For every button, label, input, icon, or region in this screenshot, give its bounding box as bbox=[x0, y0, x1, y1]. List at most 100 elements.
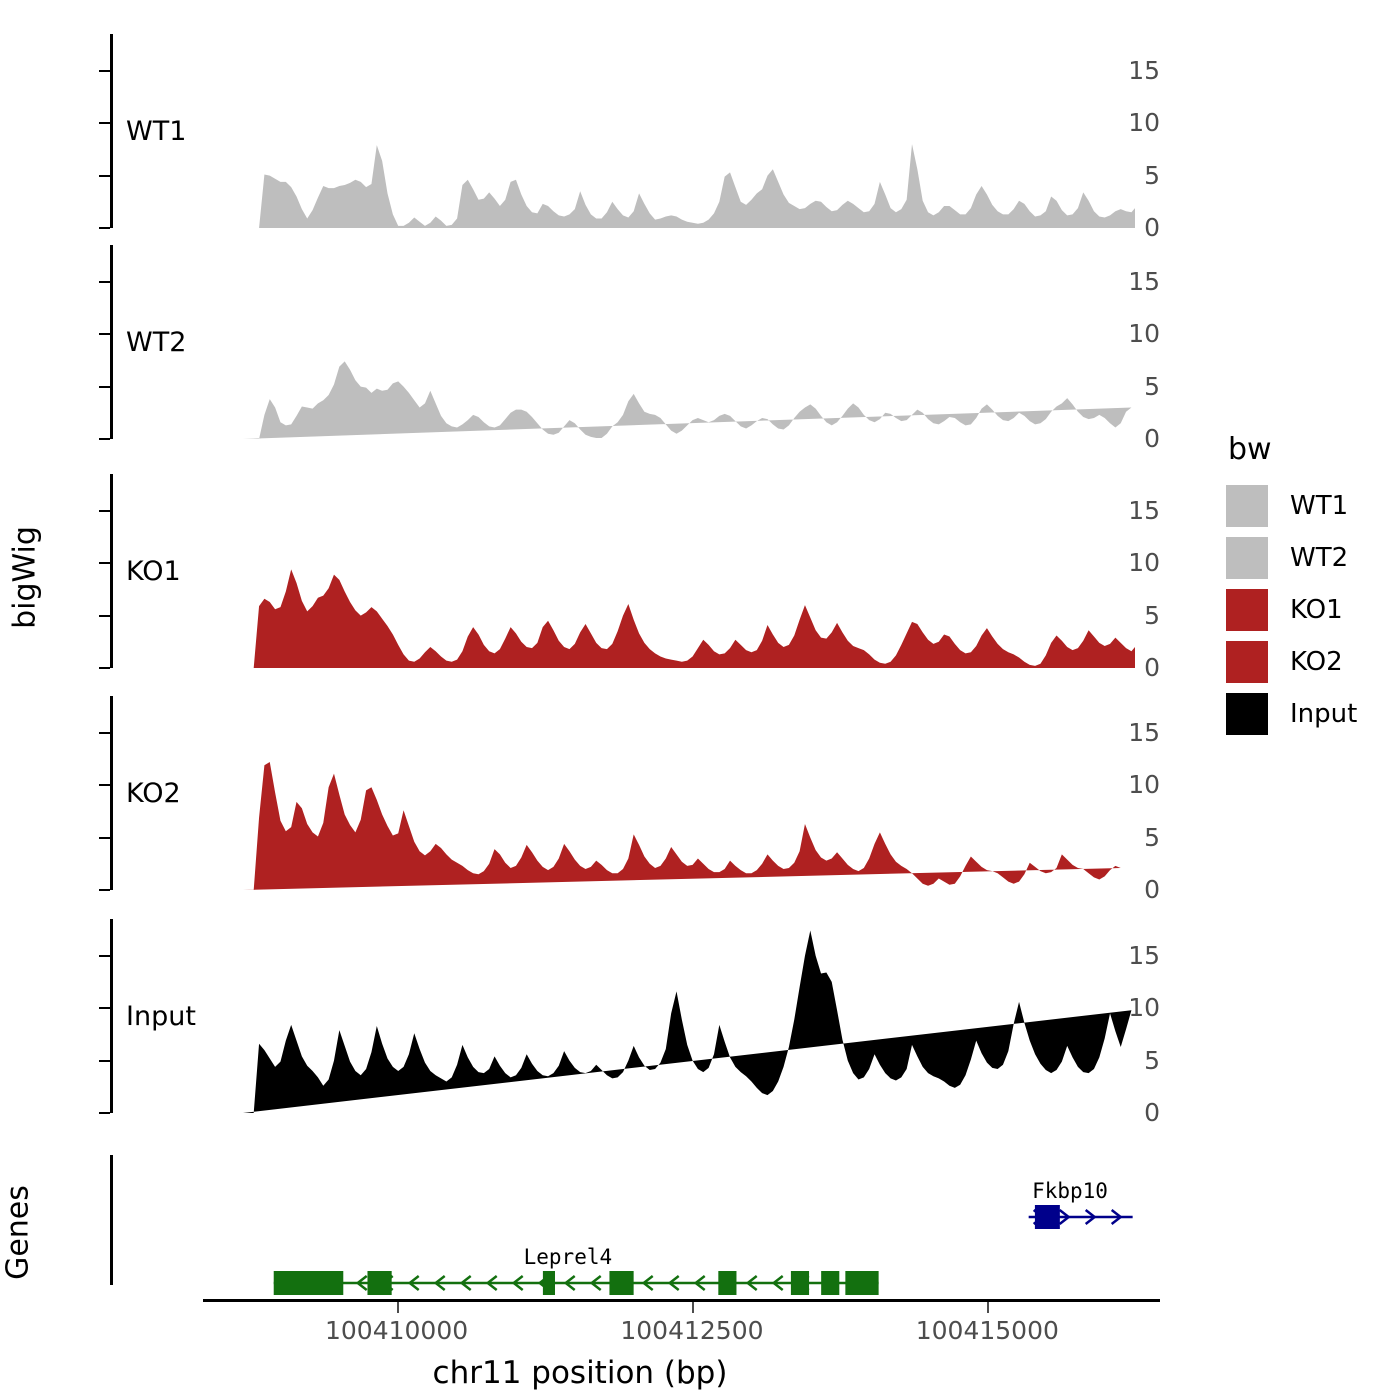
y-tick-label: 10 bbox=[1128, 993, 1160, 1023]
exon-box bbox=[1034, 1205, 1060, 1229]
gene-model-leprel4[interactable] bbox=[273, 1271, 879, 1295]
y-tick-label: 0 bbox=[1144, 875, 1160, 904]
y-tick bbox=[99, 122, 110, 125]
track-label-ko1: KO1 bbox=[126, 555, 181, 587]
gene-model-fkbp10[interactable] bbox=[1028, 1205, 1133, 1229]
y-tick bbox=[99, 438, 110, 440]
y-tick-label: 15 bbox=[1128, 495, 1160, 525]
bigwig-track-ko1: 0 5 10 15 KO1 bbox=[0, 474, 1160, 682]
bigwig-area-input bbox=[243, 930, 1132, 1113]
legend-label: WT1 bbox=[1290, 491, 1349, 521]
legend-item-wt2[interactable]: WT2 bbox=[1226, 535, 1396, 581]
y-axis-line bbox=[110, 34, 113, 228]
legend-rows: WT1 WT2 KO1 KO2 Input bbox=[1226, 483, 1396, 737]
y-tick-label: 5 bbox=[1144, 822, 1160, 852]
y-tick bbox=[99, 280, 110, 283]
y-tick-label: 0 bbox=[1144, 424, 1160, 453]
y-tick-label: 0 bbox=[1144, 1098, 1160, 1127]
y-tick-label: 15 bbox=[1128, 55, 1160, 85]
strand-arrow-icon bbox=[641, 1275, 654, 1291]
bigwig-track-ko2: 0 5 10 15 KO2 bbox=[0, 696, 1160, 904]
legend-swatch bbox=[1226, 641, 1268, 683]
y-tick bbox=[99, 784, 110, 787]
x-tick-label: 100415000 bbox=[915, 1316, 1059, 1345]
y-tick-label: 15 bbox=[1128, 717, 1160, 747]
x-tick bbox=[691, 1302, 694, 1313]
legend-label: KO1 bbox=[1290, 595, 1343, 625]
gene-models-svg bbox=[273, 1205, 1133, 1295]
y-axis-line bbox=[110, 696, 113, 890]
y-tick-label: 10 bbox=[1128, 770, 1160, 800]
y-tick bbox=[99, 731, 110, 734]
strand-arrow-icon bbox=[563, 1275, 576, 1291]
strand-arrow-icon bbox=[771, 1275, 784, 1291]
track-label-ko2: KO2 bbox=[126, 777, 181, 809]
track-plot-area bbox=[113, 245, 1160, 439]
bigwig-area-wt1 bbox=[243, 144, 1135, 228]
legend-swatch bbox=[1226, 485, 1268, 527]
legend-item-wt1[interactable]: WT1 bbox=[1226, 483, 1396, 529]
y-tick bbox=[99, 1007, 110, 1010]
legend-label: Input bbox=[1290, 699, 1358, 729]
y-tick bbox=[99, 954, 110, 957]
exon-box bbox=[609, 1271, 634, 1295]
track-plot-area bbox=[113, 34, 1160, 228]
y-tick bbox=[99, 836, 110, 839]
y-tick bbox=[99, 614, 110, 617]
y-tick bbox=[99, 333, 110, 336]
strand-arrow-icon bbox=[459, 1275, 472, 1291]
y-tick bbox=[99, 69, 110, 72]
x-tick-label: 100412500 bbox=[620, 1316, 764, 1345]
y-tick bbox=[99, 562, 110, 565]
legend-item-input[interactable]: Input bbox=[1226, 691, 1396, 737]
y-tick-label: 15 bbox=[1128, 266, 1160, 296]
strand-arrow-icon bbox=[1110, 1209, 1123, 1225]
x-tick-label: 100410000 bbox=[325, 1316, 469, 1345]
gene-label-leprel4: Leprel4 bbox=[523, 1245, 613, 1269]
x-axis-line bbox=[203, 1299, 1160, 1302]
y-tick-label: 5 bbox=[1144, 1045, 1160, 1075]
exon-box bbox=[367, 1271, 392, 1295]
track-label-wt1: WT1 bbox=[126, 115, 187, 147]
y-tick bbox=[99, 1059, 110, 1062]
legend: bw WT1 WT2 KO1 KO2 Input bbox=[1226, 432, 1396, 743]
legend-label: KO2 bbox=[1290, 647, 1343, 677]
strand-arrow-icon bbox=[1084, 1209, 1097, 1225]
strand-arrow-icon bbox=[693, 1275, 706, 1291]
exon-box bbox=[718, 1271, 737, 1295]
y-tick-label: 15 bbox=[1128, 940, 1160, 970]
exon-box bbox=[845, 1271, 879, 1295]
exon-box bbox=[542, 1271, 555, 1295]
legend-item-ko2[interactable]: KO2 bbox=[1226, 639, 1396, 685]
legend-title: bw bbox=[1228, 432, 1272, 467]
x-axis-title: chr11 position (bp) bbox=[432, 1355, 728, 1391]
exon-box bbox=[790, 1271, 810, 1295]
y-tick bbox=[99, 385, 110, 388]
y-tick-label: 0 bbox=[1144, 653, 1160, 682]
track-plot-area bbox=[113, 919, 1160, 1113]
x-tick bbox=[987, 1302, 990, 1313]
y-tick bbox=[99, 1112, 110, 1114]
y-tick-label: 5 bbox=[1144, 160, 1160, 190]
bigwig-area-wt2 bbox=[243, 361, 1132, 439]
y-axis-line bbox=[110, 245, 113, 439]
legend-swatch bbox=[1226, 537, 1268, 579]
gene-label-fkbp10: Fkbp10 bbox=[1032, 1179, 1108, 1203]
x-tick bbox=[396, 1302, 399, 1313]
bigwig-track-input: 0 5 10 15 Input bbox=[0, 919, 1160, 1127]
genes-panel: Fkbp10 Leprel4 bbox=[0, 1155, 1160, 1300]
y-tick-label: 10 bbox=[1128, 108, 1160, 138]
bigwig-track-wt2: 0 5 10 15 WT2 bbox=[0, 245, 1160, 453]
exon-box bbox=[273, 1271, 344, 1295]
bigwig-track-wt1: 0 5 10 15 WT1 bbox=[0, 34, 1160, 242]
y-tick bbox=[99, 174, 110, 177]
legend-item-ko1[interactable]: KO1 bbox=[1226, 587, 1396, 633]
y-axis-line bbox=[110, 919, 113, 1113]
track-label-wt2: WT2 bbox=[126, 326, 187, 358]
genes-plot-area: Fkbp10 Leprel4 bbox=[113, 1155, 1160, 1300]
track-plot-area bbox=[113, 474, 1160, 668]
strand-arrow-icon bbox=[745, 1275, 758, 1291]
strand-arrow-icon bbox=[485, 1275, 498, 1291]
y-tick-label: 10 bbox=[1128, 548, 1160, 578]
